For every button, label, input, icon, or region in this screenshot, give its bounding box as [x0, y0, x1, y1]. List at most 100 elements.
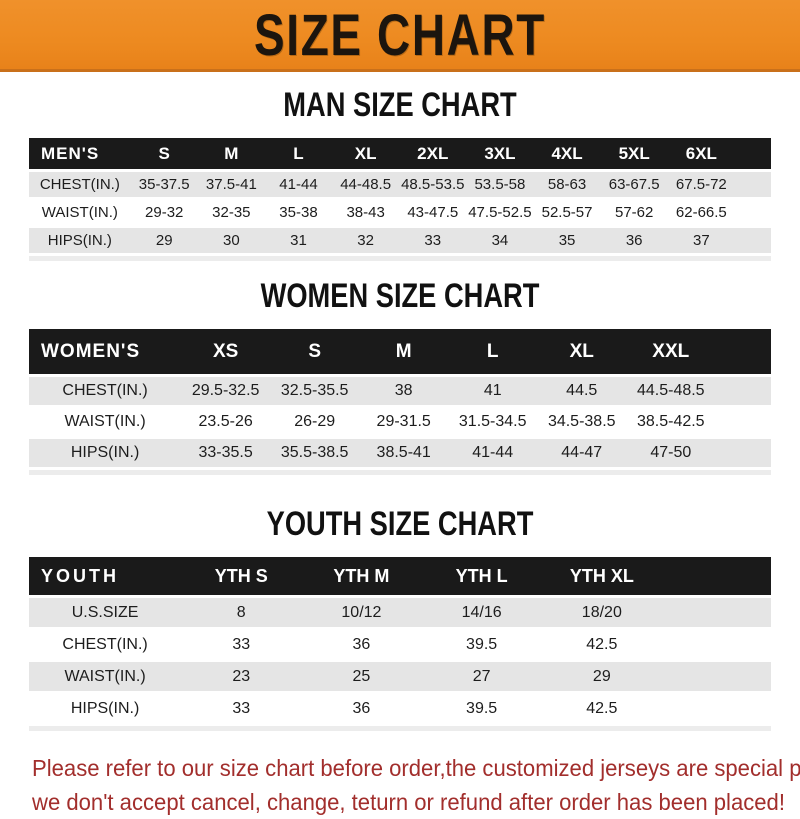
- row-label: WAIST(IN.): [64, 413, 146, 430]
- column-header: 4XL: [533, 138, 601, 169]
- size-value-cell: 67.5-72: [675, 176, 727, 193]
- size-value-cell: 35: [558, 232, 576, 249]
- header-filler-cell: [715, 329, 771, 374]
- size-value-cell: 35-38: [279, 204, 318, 221]
- column-header: XL: [332, 138, 400, 169]
- column-header: M: [359, 329, 449, 374]
- column-header: XL: [537, 329, 627, 374]
- table-row: U.S.SIZE 8 10/12 14/16 18/20: [29, 598, 771, 627]
- size-value-cell: 39.5: [466, 635, 498, 653]
- size-value-cell: 26-29: [294, 413, 336, 430]
- size-value-cell: 57-62: [615, 204, 654, 221]
- column-header: L: [264, 138, 333, 169]
- size-value-cell: 8: [236, 603, 246, 621]
- section-title: YOUTH SIZE CHART: [266, 503, 534, 544]
- size-value-cell: 38.5-41: [376, 444, 431, 461]
- size-value-cell: 32.5-35.5: [280, 382, 349, 399]
- size-section: MAN SIZE CHART MEN'S S M L XL 2XL 3XL 4XL 5XL 6XL C…: [0, 84, 800, 261]
- column-header: 5XL: [600, 138, 668, 169]
- size-value-cell: 30: [223, 232, 240, 249]
- column-header: S: [270, 329, 360, 374]
- table-corner-label: YOUTH: [29, 557, 182, 595]
- column-header: XS: [181, 329, 271, 374]
- table-row: WAIST(IN.) 23 25 27 29: [29, 662, 771, 691]
- row-label: HIPS(IN.): [70, 699, 140, 717]
- footer-note: Please refer to our size chart before or…: [32, 751, 800, 819]
- header-filler-cell: [661, 557, 771, 595]
- column-header: YTH M: [301, 557, 422, 595]
- size-value-cell: 36: [352, 635, 371, 653]
- size-value-cell: 33: [232, 699, 251, 717]
- size-value-cell: 44-47: [561, 444, 603, 461]
- size-value-cell: 35-37.5: [138, 176, 190, 193]
- row-label: HIPS(IN.): [70, 444, 140, 461]
- size-table: MEN'S S M L XL 2XL 3XL 4XL 5XL 6XL CHEST(IN.) 35-37…: [29, 135, 771, 261]
- footer-line-2: we don't accept cancel, change, teturn o…: [32, 789, 785, 815]
- size-value-cell: 42.5: [586, 635, 618, 653]
- column-header: 2XL: [399, 138, 467, 169]
- size-table: WOMEN'S XS S M L XL XXL CHEST(IN.) 29.5-32.5 32.5…: [29, 326, 771, 475]
- table-row: HIPS(IN.) 29 30 31 32 33 34 35 36 37: [29, 228, 771, 253]
- size-value-cell: 47-50: [650, 444, 692, 461]
- size-value-cell: 29-31.5: [376, 413, 431, 430]
- table-row: CHEST(IN.) 35-37.5 37.5-41 41-44 44-48.5 48.5…: [29, 172, 771, 197]
- filler-cell: [662, 630, 771, 659]
- size-value-cell: 37: [692, 232, 710, 249]
- table-row: HIPS(IN.) 33-35.5 35.5-38.5 38.5-41 41-44 44-…: [29, 439, 771, 467]
- size-value-cell: 14/16: [461, 603, 502, 621]
- filler-cell: [715, 439, 771, 467]
- filler-cell: [715, 377, 771, 405]
- size-value-cell: 44.5: [566, 382, 598, 399]
- size-value-cell: 53.5-58: [474, 176, 526, 193]
- footer-line-1: Please refer to our size chart before or…: [32, 755, 800, 781]
- size-value-cell: 34: [491, 232, 509, 249]
- size-value-cell: 33: [424, 232, 442, 249]
- filler-cell: [735, 228, 771, 253]
- page-title: SIZE CHART: [254, 1, 546, 68]
- header-filler-cell: [734, 138, 771, 169]
- column-header: YTH XL: [541, 557, 662, 595]
- size-value-cell: 48.5-53.5: [401, 176, 465, 193]
- table-corner-label: MEN'S: [29, 138, 131, 169]
- size-value-cell: 23: [232, 667, 251, 685]
- filler-cell: [715, 408, 771, 436]
- size-value-cell: 32-35: [212, 204, 251, 221]
- size-value-cell: 36: [625, 232, 643, 249]
- section-title: WOMEN SIZE CHART: [260, 275, 540, 316]
- filler-cell: [735, 200, 771, 225]
- column-header: 3XL: [466, 138, 534, 169]
- size-value-cell: 29: [592, 667, 611, 685]
- size-value-cell: 31: [290, 232, 307, 249]
- size-value-cell: 29-32: [145, 204, 184, 221]
- size-value-cell: 52.5-57: [541, 204, 593, 221]
- row-label: HIPS(IN.): [47, 232, 112, 249]
- size-value-cell: 27: [472, 667, 491, 685]
- size-value-cell: 44-48.5: [340, 176, 392, 193]
- table-row: WAIST(IN.) 29-32 32-35 35-38 38-43 43-47.5 47.…: [29, 200, 771, 225]
- table-row: WAIST(IN.) 23.5-26 26-29 29-31.5 31.5-34.5 34…: [29, 408, 771, 436]
- column-header: YTH L: [421, 557, 542, 595]
- size-value-cell: 58-63: [547, 176, 587, 193]
- size-value-cell: 35.5-38.5: [280, 444, 349, 461]
- size-value-cell: 33: [232, 635, 251, 653]
- size-value-cell: 33-35.5: [198, 444, 253, 461]
- size-value-cell: 38: [394, 382, 413, 399]
- column-header: YTH S: [181, 557, 302, 595]
- size-value-cell: 37.5-41: [205, 176, 257, 193]
- row-label: CHEST(IN.): [39, 176, 120, 193]
- row-label: CHEST(IN.): [62, 635, 148, 653]
- size-value-cell: 31.5-34.5: [458, 413, 527, 430]
- table-header-row: MEN'S S M L XL 2XL 3XL 4XL 5XL 6XL: [29, 138, 771, 169]
- column-header: M: [197, 138, 265, 169]
- size-chart-banner: SIZE CHART: [0, 0, 800, 72]
- size-value-cell: 41-44: [472, 444, 514, 461]
- column-header: L: [448, 329, 538, 374]
- size-value-cell: 34.5-38.5: [547, 413, 616, 430]
- section-title: MAN SIZE CHART: [283, 84, 517, 125]
- size-value-cell: 39.5: [466, 699, 498, 717]
- size-value-cell: 63-67.5: [608, 176, 660, 193]
- size-value-cell: 18/20: [581, 603, 622, 621]
- table-row: CHEST(IN.) 33 36 39.5 42.5: [29, 630, 771, 659]
- column-header: XXL: [626, 329, 716, 374]
- size-value-cell: 62-66.5: [675, 204, 727, 221]
